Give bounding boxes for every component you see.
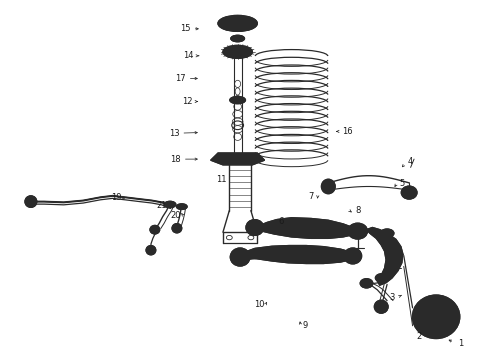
Ellipse shape [344,248,362,264]
Ellipse shape [360,279,373,288]
Ellipse shape [348,223,368,239]
Ellipse shape [246,220,264,235]
Ellipse shape [150,225,160,234]
Polygon shape [255,218,358,238]
Ellipse shape [230,248,250,266]
Ellipse shape [322,250,334,259]
Ellipse shape [231,35,245,42]
Text: 17: 17 [175,74,186,83]
Text: 1: 1 [458,339,463,348]
Ellipse shape [374,300,388,313]
Ellipse shape [172,224,182,233]
Text: 7: 7 [309,192,314,201]
Ellipse shape [164,201,176,208]
Text: 16: 16 [342,127,352,136]
Ellipse shape [308,250,319,259]
Text: 9: 9 [302,321,307,330]
Polygon shape [367,228,403,285]
Text: 13: 13 [169,129,179,138]
Text: 11: 11 [216,175,227,184]
Ellipse shape [413,295,460,338]
Ellipse shape [449,314,456,320]
Ellipse shape [223,45,252,58]
Text: 8: 8 [355,206,360,215]
Ellipse shape [419,305,426,311]
Ellipse shape [419,323,426,329]
Ellipse shape [249,250,261,259]
Ellipse shape [278,250,290,259]
Ellipse shape [146,246,156,255]
Polygon shape [240,246,353,264]
Text: 12: 12 [182,97,193,106]
Text: 6: 6 [278,217,283,226]
Ellipse shape [25,196,37,207]
Text: 21: 21 [156,202,167,210]
Text: 15: 15 [180,24,191,33]
Text: 10: 10 [254,300,265,309]
Text: 14: 14 [183,51,194,60]
Text: 4: 4 [408,157,413,166]
Text: 18: 18 [170,154,181,163]
Text: 19: 19 [111,194,122,202]
Ellipse shape [176,204,187,210]
Polygon shape [211,153,265,165]
Ellipse shape [375,274,389,282]
Text: 20: 20 [170,211,181,220]
Text: 5: 5 [399,179,404,188]
Ellipse shape [438,300,444,305]
Ellipse shape [380,229,394,238]
Ellipse shape [293,250,305,259]
Ellipse shape [321,179,335,194]
Text: 3: 3 [390,292,394,302]
Ellipse shape [218,15,257,31]
Ellipse shape [264,250,275,259]
Text: 2: 2 [416,332,421,341]
Ellipse shape [438,328,444,334]
Ellipse shape [401,186,417,199]
Ellipse shape [337,250,349,259]
Ellipse shape [230,96,245,104]
